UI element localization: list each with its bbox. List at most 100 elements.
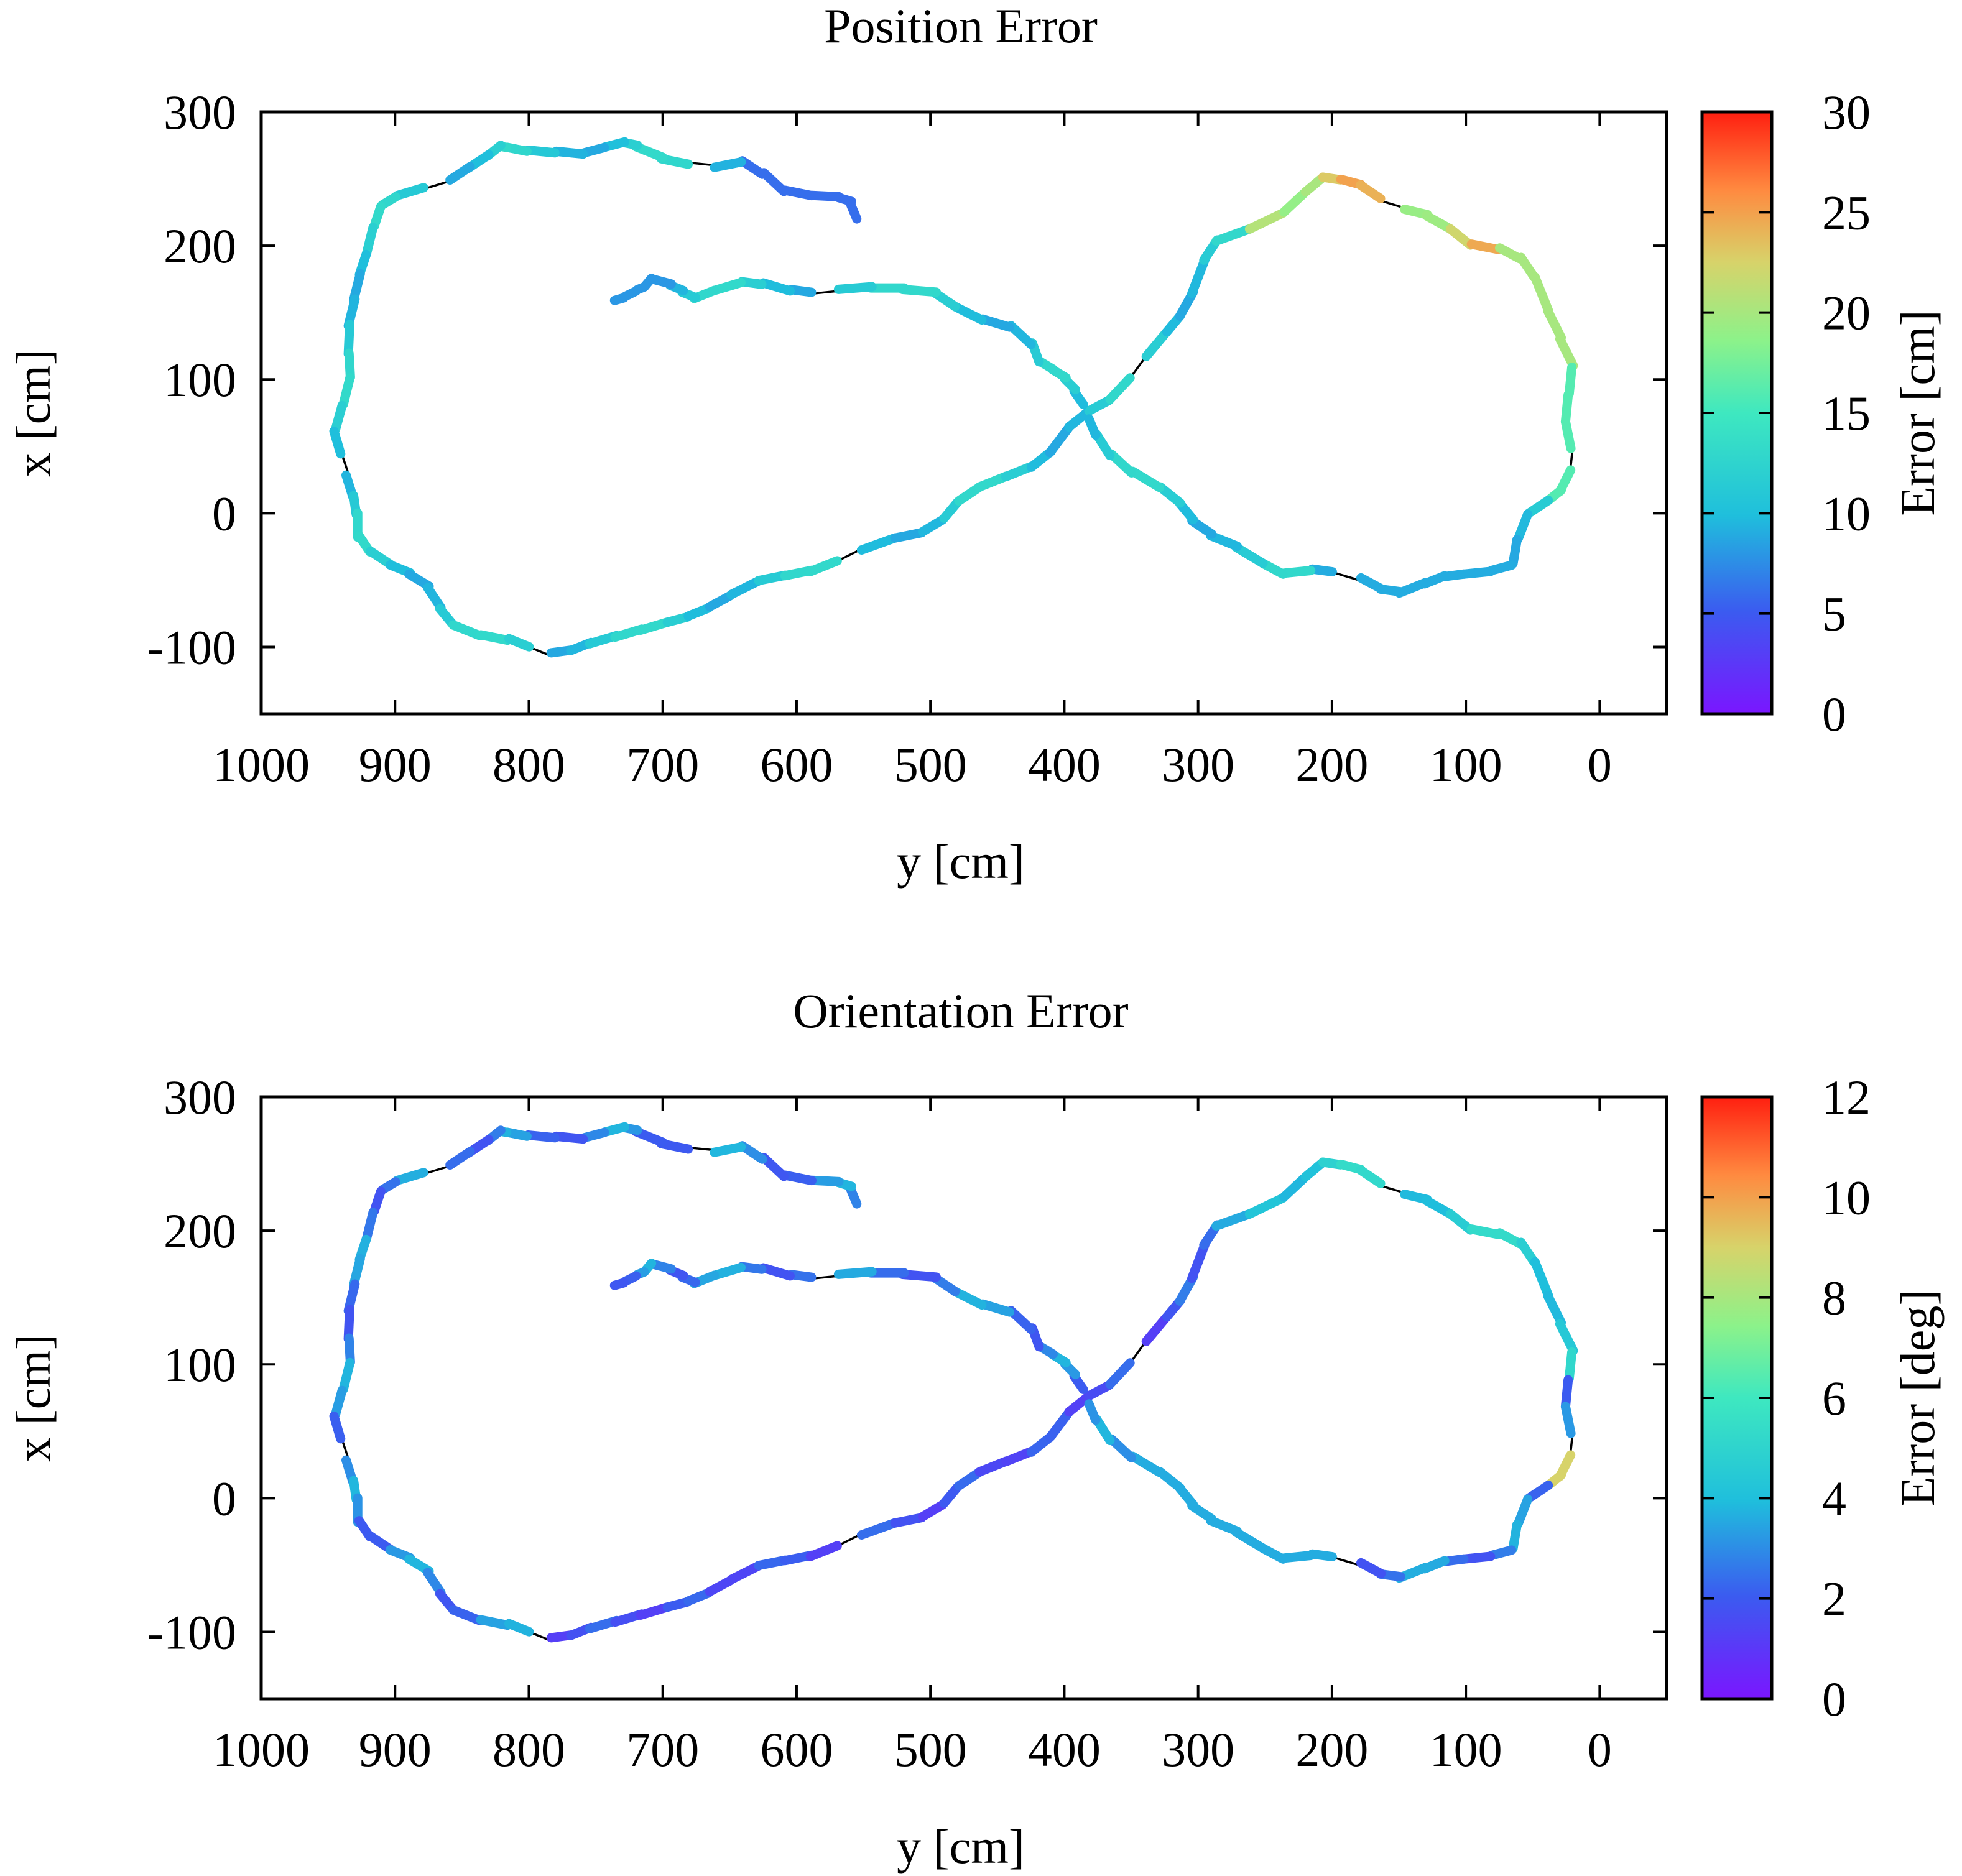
error-path-segment bbox=[1279, 1551, 1316, 1563]
error-path-segment bbox=[1231, 1527, 1268, 1553]
error-path-segment bbox=[1307, 564, 1337, 576]
axis-ticks bbox=[260, 1096, 1667, 1699]
position-error-panel: Position Error 1000 900 800 700 600 500 400 300… bbox=[6, 0, 1945, 889]
error-path-segment bbox=[392, 1168, 428, 1186]
error-path-segment bbox=[330, 400, 347, 435]
error-path-segment bbox=[1530, 1257, 1553, 1300]
error-path-segment bbox=[1466, 1224, 1503, 1239]
x-tick-label: 500 bbox=[894, 737, 967, 792]
y-tick-labels: 300 200 100 0 -100 bbox=[147, 1070, 236, 1659]
chart-title: Orientation Error bbox=[793, 984, 1128, 1038]
error-path-segment bbox=[807, 190, 844, 201]
error-path-segment bbox=[1508, 1520, 1522, 1553]
error-path-segment bbox=[1356, 180, 1386, 203]
error-path-segment bbox=[1279, 188, 1309, 217]
error-path-segment bbox=[1279, 1173, 1309, 1202]
error-path-segment bbox=[918, 515, 948, 537]
x-tick-label: 900 bbox=[359, 1722, 432, 1777]
error-path-segment bbox=[710, 1142, 746, 1157]
y-tick-label: 300 bbox=[164, 85, 236, 139]
error-path-segment bbox=[1006, 321, 1036, 349]
error-path-segment bbox=[523, 146, 560, 158]
error-path-segment bbox=[1300, 173, 1326, 196]
x-axis-label: y [cm] bbox=[897, 834, 1025, 889]
ground-truth-line bbox=[333, 1127, 1575, 1642]
error-path-segment bbox=[807, 1175, 844, 1186]
error-path-segment bbox=[1524, 496, 1553, 519]
error-path-segment bbox=[392, 183, 428, 201]
x-tick-label: 700 bbox=[626, 1722, 699, 1777]
ground-truth-line bbox=[333, 142, 1575, 657]
error-path-segment bbox=[445, 1147, 475, 1170]
x-tick-label: 300 bbox=[1162, 737, 1234, 792]
colorbar-ticks bbox=[1702, 111, 1772, 715]
error-path-segment bbox=[805, 556, 842, 576]
error-path-segment bbox=[890, 1513, 927, 1528]
error-path-segment bbox=[1211, 1209, 1254, 1231]
error-path-segment bbox=[1084, 414, 1101, 440]
error-path-segment bbox=[1084, 1399, 1101, 1425]
error-path-segment bbox=[1508, 535, 1522, 568]
error-path-segment bbox=[377, 1177, 400, 1194]
error-path-segment bbox=[1300, 1158, 1326, 1181]
x-tick-label: 700 bbox=[626, 737, 699, 792]
error-path-segment bbox=[361, 223, 378, 259]
error-path-segment bbox=[726, 576, 763, 599]
error-path-segment bbox=[1356, 1165, 1386, 1188]
error-path-segment bbox=[1106, 1434, 1136, 1462]
error-path-segment bbox=[1564, 1347, 1577, 1384]
error-path-segment bbox=[1105, 373, 1135, 404]
x-tick-label: 400 bbox=[1028, 1722, 1101, 1777]
error-path-segment bbox=[329, 1411, 346, 1444]
colorbar-tick-label: 8 bbox=[1822, 1271, 1846, 1325]
plot-frame bbox=[259, 1095, 1668, 1701]
error-path-segment bbox=[1560, 1402, 1576, 1438]
colorbar-tick-label: 4 bbox=[1822, 1471, 1846, 1525]
error-path-segment bbox=[978, 1299, 1014, 1317]
error-path-segment bbox=[1543, 1291, 1566, 1328]
error-path-segment bbox=[609, 1278, 629, 1290]
y-tick-label: 200 bbox=[164, 219, 236, 273]
colorbar-tick-label: 15 bbox=[1822, 386, 1871, 440]
error-path-segment bbox=[1141, 1313, 1171, 1346]
y-tick-label: 0 bbox=[212, 486, 236, 540]
error-path-segment bbox=[978, 314, 1014, 332]
error-path-segment bbox=[580, 1127, 609, 1143]
error-path-segment bbox=[1244, 208, 1288, 234]
error-path-segment bbox=[552, 1131, 588, 1144]
colorbar-tick-label: 0 bbox=[1822, 687, 1846, 741]
error-path-segment bbox=[759, 1263, 795, 1281]
error-path-segment bbox=[476, 1615, 512, 1630]
error-path-segment bbox=[1128, 1451, 1165, 1477]
error-path-segment bbox=[890, 528, 927, 543]
error-path-segment bbox=[787, 285, 817, 297]
error-path-segment bbox=[710, 157, 746, 172]
orientation-error-panel: Orientation Error 1000 900 800 700 600 500 400… bbox=[6, 984, 1945, 1874]
error-path-segment bbox=[726, 1561, 763, 1584]
error-path-segment bbox=[780, 1170, 817, 1186]
error-path-segment bbox=[1495, 243, 1525, 264]
x-tick-label: 400 bbox=[1028, 737, 1101, 792]
error-path-segment bbox=[448, 620, 485, 640]
x-tick-label: 200 bbox=[1295, 1722, 1368, 1777]
colorbar-tick-label: 0 bbox=[1822, 1672, 1846, 1726]
error-path-segment bbox=[1231, 542, 1268, 568]
error-path-segment bbox=[445, 162, 475, 185]
colorbar-tick-labels: 12 10 8 6 4 2 0 bbox=[1822, 1070, 1871, 1726]
error-path-segment bbox=[759, 1153, 789, 1181]
error-path-segment bbox=[780, 185, 817, 201]
colorbar-tick-labels: 30 25 20 15 10 5 0 bbox=[1822, 85, 1871, 741]
y-axis-label: x [cm] bbox=[6, 349, 60, 477]
colorbar-tick-label: 30 bbox=[1822, 85, 1871, 139]
error-path-segment bbox=[705, 591, 735, 612]
error-path-segment bbox=[954, 1467, 984, 1491]
error-path-segment bbox=[1564, 363, 1577, 399]
x-tick-label: 100 bbox=[1430, 737, 1502, 792]
error-path-segment bbox=[448, 1605, 485, 1625]
error-path-segment bbox=[939, 497, 963, 523]
colorbar-label: Error [deg] bbox=[1890, 1290, 1945, 1507]
x-tick-label: 900 bbox=[359, 737, 432, 792]
error-path-segment bbox=[330, 1385, 347, 1420]
error-path-segment bbox=[369, 201, 386, 231]
